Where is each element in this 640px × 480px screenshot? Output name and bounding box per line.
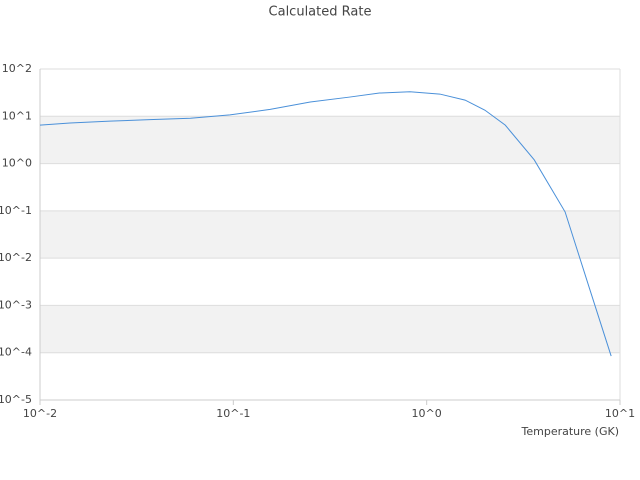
y-tick-label: 10^-1 xyxy=(0,204,32,217)
x-axis-label: Temperature (GK) xyxy=(521,425,620,438)
line xyxy=(39,91,612,357)
grid-band xyxy=(40,210,620,259)
y-tick-label: 10^0 xyxy=(2,157,32,170)
x-tick-label: 10^-1 xyxy=(216,407,250,420)
chart-title: Calculated Rate xyxy=(269,5,372,20)
grid-band xyxy=(40,116,620,164)
y-tick-label: 10^-3 xyxy=(0,298,32,311)
x-tick-label: 10^-2 xyxy=(23,407,57,420)
x-tick-label: 10^1 xyxy=(605,407,635,420)
y-tick-label: 10^2 xyxy=(2,62,32,75)
y-tick-label: 10^1 xyxy=(2,109,32,122)
y-tick-label: 10^-5 xyxy=(0,393,32,406)
grid-band xyxy=(40,305,620,353)
x-tick-label: 10^0 xyxy=(412,407,442,420)
y-tick-label: 10^-4 xyxy=(0,346,32,359)
y-tick-label: 10^-2 xyxy=(0,251,32,264)
